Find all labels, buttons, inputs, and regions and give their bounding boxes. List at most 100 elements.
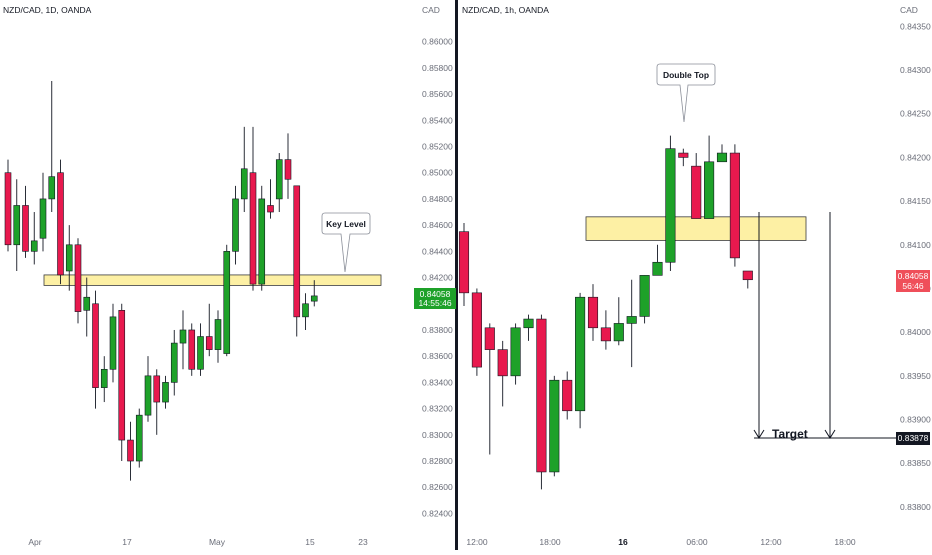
left-price-tick-2: 0.85600 (422, 89, 453, 99)
right-candle-body (678, 152, 689, 158)
left-candle-body (249, 172, 257, 285)
right-candle-body (575, 296, 586, 412)
right-price-tick-10: 0.83850 (900, 458, 931, 468)
right-candle-body (742, 270, 753, 281)
left-time-tick-3: 15 (305, 537, 315, 547)
right-candle-body (691, 165, 702, 219)
left-candles (4, 80, 318, 481)
right-time-tick-4: 12:00 (760, 537, 782, 547)
left-price-tick-18: 0.82400 (422, 508, 453, 518)
right-candle-body (729, 152, 740, 259)
target-value-tag: 0.83878 (896, 432, 930, 445)
right-price-tick-5: 0.84100 (900, 240, 931, 250)
right-panel[interactable]: NZD/CAD, 1h, OANDA CAD 0.843500.843000.8… (458, 5, 931, 547)
left-price-tick-4: 0.85200 (422, 142, 453, 152)
target-projection: Target (753, 212, 896, 441)
left-candle-body (65, 244, 73, 272)
left-panel[interactable]: NZD/CAD, 1D, OANDA CAD 0.860000.858000.8… (3, 5, 456, 547)
left-time-tick-2: May (209, 537, 226, 547)
resistance-zone (585, 216, 807, 241)
left-candle-body (118, 310, 126, 441)
left-candle-body (30, 240, 38, 252)
left-price-tick-13: 0.83400 (422, 377, 453, 387)
left-price-tick-15: 0.83000 (422, 430, 453, 440)
left-time-tick-1: 17 (122, 537, 132, 547)
left-candle-body (240, 168, 248, 200)
right-candle-body (471, 292, 482, 368)
left-candle-body (179, 329, 187, 344)
left-candle-body (232, 198, 239, 252)
right-time-tick-5: 18:00 (834, 537, 856, 547)
right-candle-body (562, 379, 573, 412)
left-price-tick-6: 0.84800 (422, 194, 453, 204)
left-candle-body (92, 303, 99, 388)
right-candle-body (510, 327, 521, 377)
right-candle-body (484, 327, 495, 350)
left-candle-body (83, 296, 91, 311)
left-candle-body (310, 295, 318, 302)
right-price-axis[interactable]: 0.84350 0.84300 0.84250 0.84200 0.84150 0.841… (900, 21, 931, 512)
left-price-tick-8: 0.84400 (422, 246, 453, 256)
target-value-tag-text: 0.83878 (898, 433, 929, 443)
target-value-tag-box (896, 432, 930, 445)
right-price-tick-11: 0.83800 (900, 502, 931, 512)
left-candle-body (267, 205, 274, 213)
right-time-tick-0: 12:00 (466, 537, 488, 547)
left-price-tick-1: 0.85800 (422, 63, 453, 73)
key-level-callout-text: Key Level (326, 219, 366, 229)
right-candle-body (639, 275, 650, 317)
right-candle-body (626, 316, 637, 324)
left-price-tick-3: 0.85400 (422, 115, 453, 125)
left-price-axis[interactable]: 0.86000 0.85800 0.85600 0.85400 0.85200 0.850… (422, 37, 453, 519)
left-candle-body (258, 198, 266, 285)
right-time-tick-1: 18:00 (539, 537, 561, 547)
left-price-tick-14: 0.83200 (422, 404, 453, 414)
right-currency-label: CAD (900, 5, 918, 15)
left-candle-body (48, 176, 56, 200)
right-time-tick-3: 06:00 (686, 537, 708, 547)
left-candle-body (197, 336, 204, 370)
right-candle-body (536, 318, 547, 473)
right-time-axis[interactable]: 12:00 18:00 16 06:00 12:00 18:00 (466, 537, 856, 547)
left-price-tick-17: 0.82600 (422, 482, 453, 492)
left-candle-body (127, 439, 134, 462)
right-price-tick-7: 0.84000 (900, 327, 931, 337)
right-price-tag: 0.84058 56:46 (896, 270, 930, 292)
left-time-tick-4: 23 (358, 537, 368, 547)
left-price-tick-9: 0.84200 (422, 273, 453, 283)
left-candle-body (153, 375, 161, 403)
double-top-callout: Double Top (656, 63, 716, 123)
left-candle-body (302, 303, 309, 318)
left-price-tick-5: 0.85000 (422, 168, 453, 178)
left-candle-body (214, 319, 222, 350)
right-candle-body (613, 323, 624, 342)
target-label: Target (772, 427, 808, 441)
right-price-tag-countdown: 56:46 (902, 281, 924, 291)
panel-divider (455, 0, 458, 550)
left-price-tag-value: 0.84058 (420, 289, 451, 299)
right-candle-body (587, 296, 599, 329)
right-candle-body (497, 349, 508, 377)
key-level-callout: Key Level (321, 212, 371, 273)
right-candles (458, 135, 753, 490)
left-candle-body (293, 185, 301, 318)
left-candle-body (57, 172, 64, 276)
left-candle-body (144, 375, 152, 416)
left-candle-body (74, 244, 82, 312)
left-candle-body (223, 251, 231, 354)
left-time-tick-0: Apr (28, 537, 41, 547)
right-candle-body (549, 379, 560, 473)
left-candle-body (170, 342, 178, 383)
left-candle-body (4, 172, 12, 246)
left-candle-body (284, 159, 292, 180)
left-candle-body (275, 159, 283, 200)
right-price-tick-4: 0.84150 (900, 196, 931, 206)
right-price-tick-2: 0.84250 (900, 109, 931, 119)
left-candle-body (13, 205, 21, 246)
left-time-axis[interactable]: Apr 17 May 15 23 (28, 537, 368, 547)
left-candle-body (162, 382, 169, 403)
left-price-tick-16: 0.82800 (422, 456, 453, 466)
right-price-tick-3: 0.84200 (900, 152, 931, 162)
right-price-tag-value: 0.84058 (898, 271, 929, 281)
